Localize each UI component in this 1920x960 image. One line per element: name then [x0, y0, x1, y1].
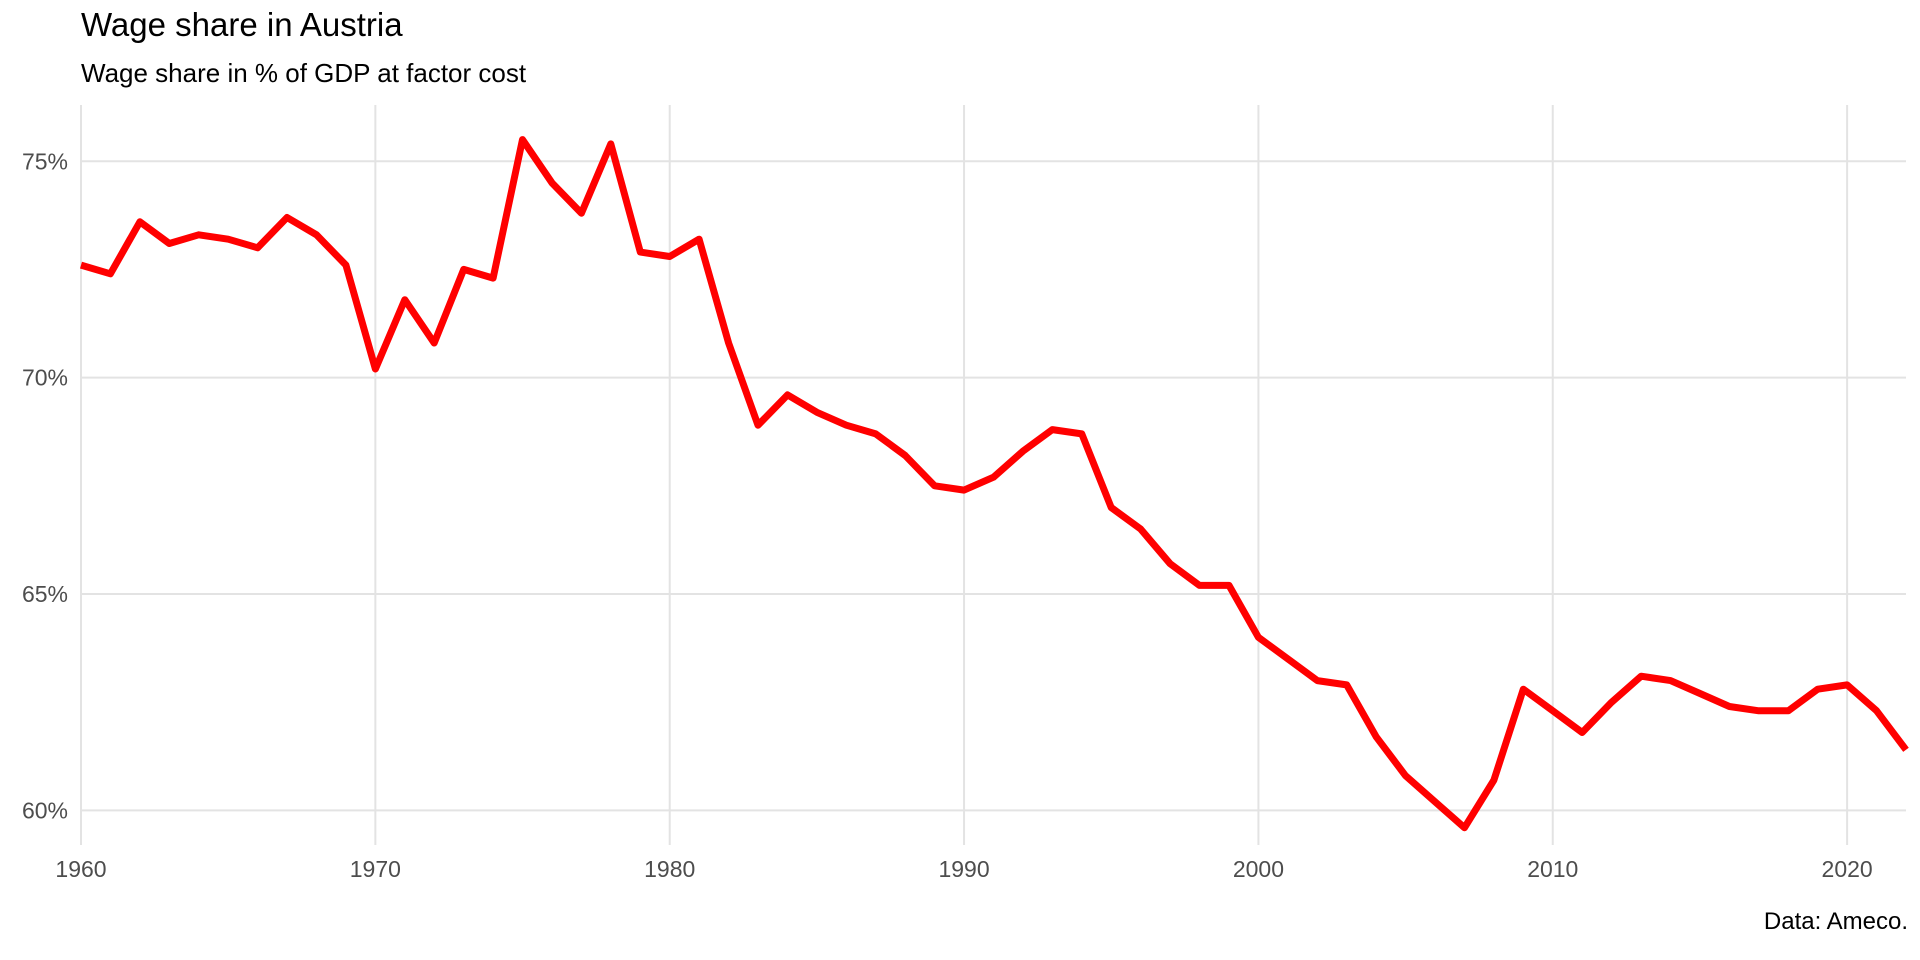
data-point — [342, 262, 349, 269]
data-point — [843, 422, 850, 429]
data-point — [1343, 681, 1350, 688]
data-point — [607, 140, 614, 147]
chart-subtitle: Wage share in % of GDP at factor cost — [81, 58, 527, 88]
data-point — [1019, 448, 1026, 455]
data-point — [1785, 707, 1792, 714]
y-gridlines — [81, 160, 1906, 812]
data-point — [1873, 707, 1880, 714]
data-point — [872, 430, 879, 437]
data-point — [1490, 777, 1497, 784]
data-point — [225, 236, 232, 243]
x-gridlines — [80, 105, 1849, 845]
data-point — [1373, 733, 1380, 740]
data-point — [1078, 430, 1085, 437]
data-point — [1255, 634, 1262, 641]
data-point — [1314, 677, 1321, 684]
data-point — [578, 210, 585, 217]
data-point — [549, 179, 556, 186]
data-point — [1844, 681, 1851, 688]
data-point — [519, 136, 526, 143]
data-point — [1284, 655, 1291, 662]
x-axis-labels: 1960 1970 1980 1990 2000 2010 2020 — [55, 856, 1872, 882]
data-point — [136, 218, 143, 225]
data-point — [1432, 798, 1439, 805]
data-point — [725, 340, 732, 347]
data-point — [1667, 677, 1674, 684]
data-point — [1608, 699, 1615, 706]
data-point — [1814, 686, 1821, 693]
data-point — [990, 474, 997, 481]
data-source-caption: Data: Ameco. — [1763, 908, 1908, 935]
data-point — [637, 249, 644, 256]
x-tick-label: 1960 — [55, 856, 106, 882]
data-point — [666, 253, 673, 260]
data-point — [313, 231, 320, 238]
y-tick-label: 70% — [22, 365, 68, 391]
data-point — [1049, 426, 1056, 433]
data-point — [1697, 690, 1704, 697]
data-point — [401, 296, 408, 303]
data-point — [78, 262, 85, 269]
data-point — [1549, 707, 1556, 714]
data-point — [902, 452, 909, 459]
x-tick-label: 1980 — [644, 856, 695, 882]
data-point — [1726, 703, 1733, 710]
data-point — [107, 270, 114, 277]
data-point — [1579, 729, 1586, 736]
data-point — [166, 240, 173, 247]
data-point — [254, 244, 261, 251]
data-point — [1461, 824, 1468, 831]
x-tick-label: 1990 — [938, 856, 989, 882]
data-point — [372, 366, 379, 373]
data-point — [1755, 707, 1762, 714]
data-point — [1196, 582, 1203, 589]
data-point — [1520, 686, 1527, 693]
series-line-0 — [80, 136, 1909, 832]
data-point — [1638, 673, 1645, 680]
data-point — [1903, 746, 1910, 753]
data-point — [931, 482, 938, 489]
data-point — [1167, 560, 1174, 567]
data-point — [755, 422, 762, 429]
data-point — [195, 231, 202, 238]
series-layer — [78, 136, 1910, 832]
data-point — [961, 487, 968, 494]
data-point — [813, 409, 820, 416]
data-point — [784, 391, 791, 398]
data-point — [284, 214, 291, 221]
data-point — [696, 236, 703, 243]
chart-title: Wage share in Austria — [81, 6, 403, 43]
y-tick-label: 65% — [22, 581, 68, 607]
y-tick-label: 60% — [22, 797, 68, 823]
x-tick-label: 2000 — [1233, 856, 1284, 882]
y-tick-label: 75% — [22, 148, 68, 174]
x-tick-label: 2010 — [1527, 856, 1578, 882]
data-point — [490, 275, 497, 282]
x-tick-label: 1970 — [350, 856, 401, 882]
data-point — [1402, 772, 1409, 779]
data-point — [1108, 504, 1115, 511]
data-point — [1226, 582, 1233, 589]
data-point — [1137, 526, 1144, 533]
data-point — [460, 266, 467, 273]
y-axis-labels: 60% 65% 70% 75% — [22, 148, 68, 823]
x-tick-label: 2020 — [1822, 856, 1873, 882]
data-point — [431, 340, 438, 347]
